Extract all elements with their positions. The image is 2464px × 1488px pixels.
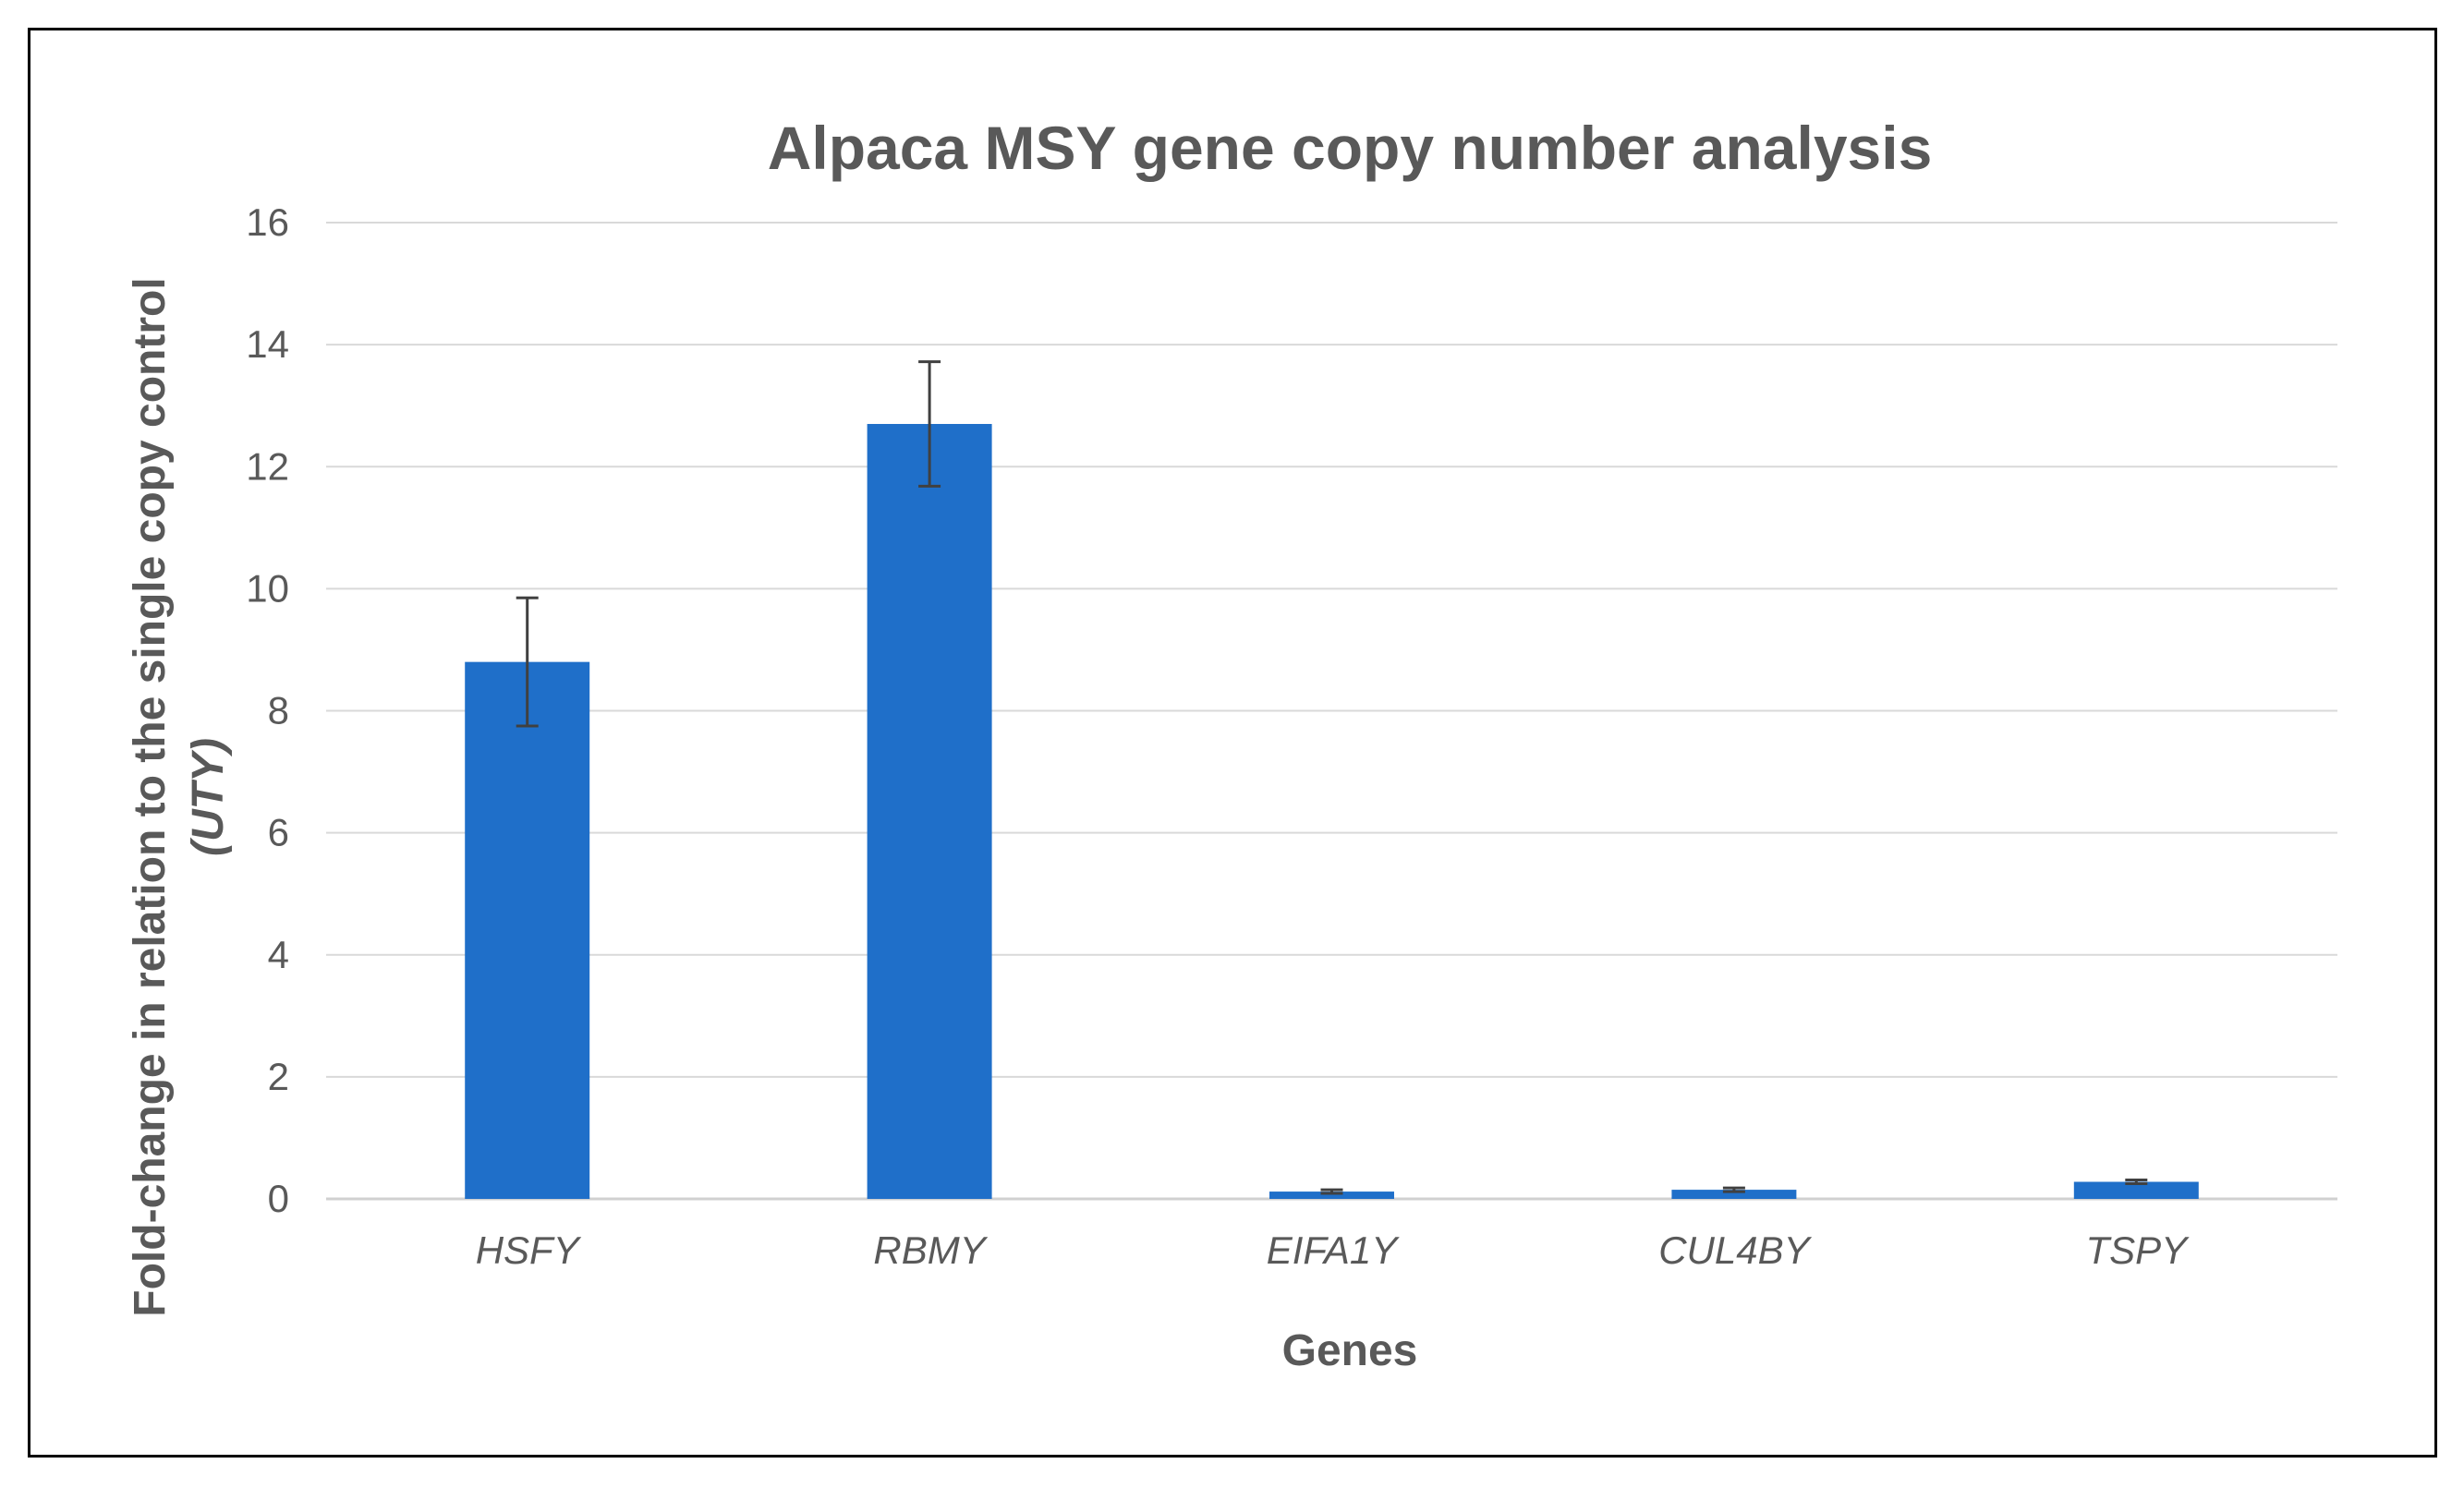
y-tick-label: 14 — [246, 322, 289, 366]
bar-eifa1y — [1269, 1192, 1394, 1199]
chart-title: Alpaca MSY gene copy number analysis — [768, 114, 1933, 182]
error-bar-eifa1y — [1320, 1188, 1343, 1195]
x-tick-label: EIFA1Y — [1267, 1228, 1401, 1272]
bar-tspy — [2073, 1181, 2199, 1199]
error-bar-tspy — [2125, 1179, 2148, 1185]
y-axis-title-unit: (UTY) — [184, 738, 233, 856]
y-tick-label: 8 — [268, 689, 289, 732]
bar-hsfy — [465, 661, 590, 1199]
y-tick-label: 16 — [246, 200, 289, 244]
bar-chart: Alpaca MSY gene copy number analysis 0 2 4… — [126, 114, 2337, 1375]
bar-rbmy — [867, 424, 992, 1200]
x-tick-label: CUL4BY — [1658, 1228, 1812, 1272]
y-tick-label: 10 — [246, 566, 289, 610]
y-tick-label: 12 — [246, 444, 289, 488]
error-bar-rbmy — [918, 360, 941, 488]
x-tick-label: RBMY — [873, 1228, 988, 1272]
error-bar-cul4by — [1722, 1186, 1745, 1193]
bar-cul4by — [1671, 1190, 1797, 1199]
y-tick-label: 2 — [268, 1055, 289, 1098]
x-tick-label: TSPY — [2085, 1228, 2190, 1272]
x-axis-title: Genes — [1282, 1326, 1418, 1375]
figure-frame: Alpaca MSY gene copy number analysis 0 2 4… — [28, 28, 2437, 1458]
x-tick-label: HSFY — [476, 1228, 582, 1272]
y-tick-label: 0 — [268, 1177, 289, 1220]
error-bar-hsfy — [516, 596, 539, 728]
y-tick-label: 4 — [268, 933, 289, 976]
y-tick-label: 6 — [268, 811, 289, 854]
y-axis-title: Fold-change in relation to the single co… — [126, 277, 175, 1316]
